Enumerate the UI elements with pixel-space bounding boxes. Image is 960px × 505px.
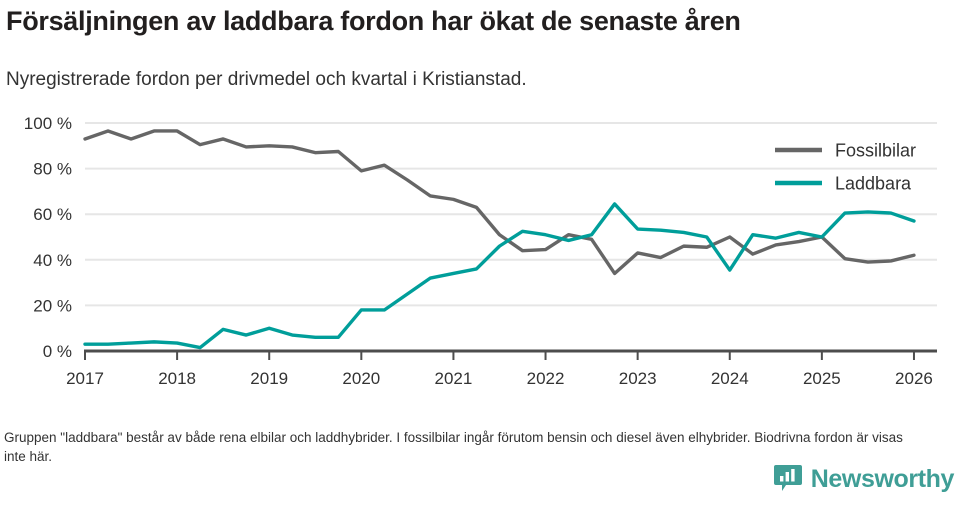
x-axis-tick-label: 2024 (711, 369, 749, 388)
legend-label: Laddbara (835, 174, 912, 194)
x-axis-tick-label: 2017 (66, 369, 104, 388)
x-axis-tick-label: 2023 (619, 369, 657, 388)
series-line-fossilbilar (83, 129, 916, 276)
x-axis-tick-label: 2022 (527, 369, 565, 388)
y-axis-tick-label: 40 % (33, 251, 72, 270)
chart-legend: Fossilbilar Laddbara (775, 141, 916, 194)
x-axis-tick-label: 2018 (158, 369, 196, 388)
legend-label: Fossilbilar (835, 141, 916, 161)
y-axis-tick-label: 60 % (33, 205, 72, 224)
x-axis-tick-label: 2021 (435, 369, 473, 388)
y-axis-tick-label: 0 % (43, 342, 72, 361)
logo-text: Newsworthy (810, 465, 955, 493)
y-axis-ticks: 0 % 20 % 40 % 60 % 80 % 100 % (24, 114, 72, 361)
x-axis-tick-label: 2020 (342, 369, 380, 388)
line-chart: 0 % 20 % 40 % 60 % 80 % 100 % 2017 2018 2019 202… (24, 114, 937, 388)
newsworthy-logo[interactable]: Newsworthy (773, 462, 954, 497)
footnote: Gruppen "laddbara" består av både rena e… (4, 430, 903, 464)
y-axis-tick-label: 20 % (33, 296, 72, 315)
gridlines (85, 122, 937, 307)
y-axis-tick-label: 100 % (24, 114, 72, 133)
chart-container: 0 % 20 % 40 % 60 % 80 % 100 % 2017 2018 2019 202… (0, 105, 960, 405)
series-line-laddbara (83, 202, 916, 350)
x-axis-tick-label: 2019 (250, 369, 288, 388)
page-subtitle: Nyregistrerade fordon per drivmedel och … (6, 69, 527, 90)
x-axis-tick-label: 2026 (895, 369, 933, 388)
x-axis-tick-label: 2025 (803, 369, 841, 388)
series-lines (83, 129, 916, 350)
page-title: Försäljningen av laddbara fordon har öka… (6, 6, 741, 36)
y-axis-tick-label: 80 % (33, 160, 72, 179)
x-axis-ticks: 2017 2018 2019 2020 2021 2022 2023 2024 2025 2026 (66, 351, 933, 388)
bar-chart-bubble-icon (773, 462, 803, 497)
